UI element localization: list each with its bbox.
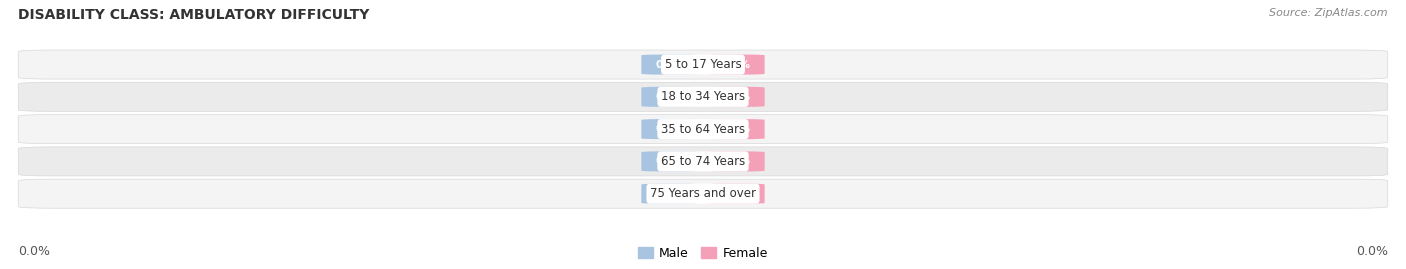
Text: 0.0%: 0.0% [1355, 245, 1388, 258]
FancyBboxPatch shape [641, 151, 700, 171]
FancyBboxPatch shape [641, 119, 700, 139]
FancyBboxPatch shape [706, 151, 765, 171]
Text: DISABILITY CLASS: AMBULATORY DIFFICULTY: DISABILITY CLASS: AMBULATORY DIFFICULTY [18, 8, 370, 22]
Text: Source: ZipAtlas.com: Source: ZipAtlas.com [1270, 8, 1388, 18]
Text: 75 Years and over: 75 Years and over [650, 187, 756, 200]
FancyBboxPatch shape [706, 87, 765, 107]
FancyBboxPatch shape [641, 184, 700, 204]
FancyBboxPatch shape [18, 147, 1388, 176]
Text: 0.0%: 0.0% [721, 156, 749, 167]
FancyBboxPatch shape [706, 119, 765, 139]
Text: 0.0%: 0.0% [721, 124, 749, 134]
Text: 65 to 74 Years: 65 to 74 Years [661, 155, 745, 168]
FancyBboxPatch shape [641, 55, 700, 75]
Text: 35 to 64 Years: 35 to 64 Years [661, 123, 745, 136]
FancyBboxPatch shape [706, 55, 765, 75]
FancyBboxPatch shape [18, 82, 1388, 111]
Text: 0.0%: 0.0% [657, 124, 685, 134]
Legend: Male, Female: Male, Female [633, 242, 773, 265]
FancyBboxPatch shape [706, 184, 765, 204]
Text: 0.0%: 0.0% [18, 245, 51, 258]
Text: 0.0%: 0.0% [721, 59, 749, 70]
Text: 0.0%: 0.0% [657, 92, 685, 102]
Text: 0.0%: 0.0% [721, 189, 749, 199]
Text: 5 to 17 Years: 5 to 17 Years [665, 58, 741, 71]
Text: 0.0%: 0.0% [657, 156, 685, 167]
FancyBboxPatch shape [641, 87, 700, 107]
Text: 18 to 34 Years: 18 to 34 Years [661, 90, 745, 103]
Text: 0.0%: 0.0% [657, 59, 685, 70]
Text: 0.0%: 0.0% [721, 92, 749, 102]
FancyBboxPatch shape [18, 115, 1388, 144]
FancyBboxPatch shape [18, 179, 1388, 208]
Text: 0.0%: 0.0% [657, 189, 685, 199]
FancyBboxPatch shape [18, 50, 1388, 79]
